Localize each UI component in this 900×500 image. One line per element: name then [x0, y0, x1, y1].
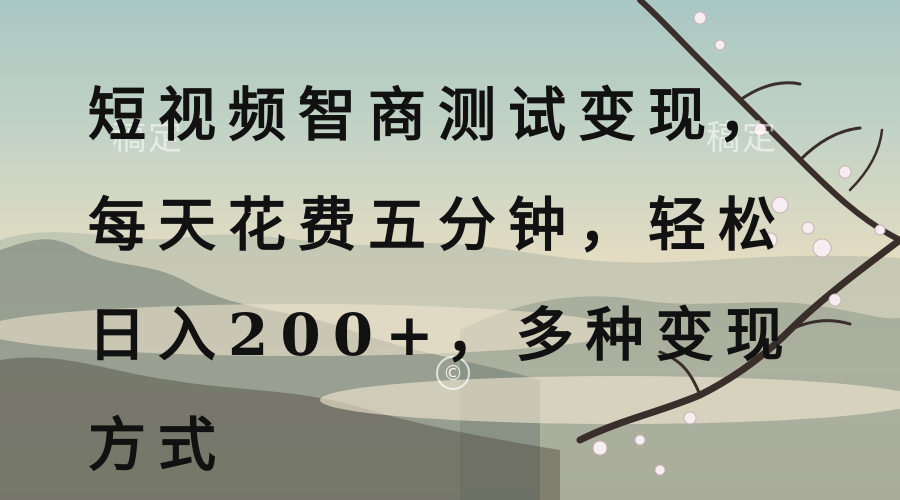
blossom	[634, 434, 646, 446]
mist-band	[0, 304, 620, 356]
blossom	[753, 123, 767, 137]
blossom	[683, 411, 697, 425]
blossom	[812, 238, 832, 258]
blossom	[714, 39, 726, 51]
mist-band	[320, 376, 900, 424]
blossom	[693, 11, 707, 25]
blossom	[828, 293, 842, 307]
blossom	[771, 196, 789, 214]
blossom	[654, 464, 666, 476]
watermark-right: 稿定	[706, 118, 778, 158]
blossom	[838, 165, 852, 179]
plum-blossoms	[592, 11, 886, 476]
plum-twig	[738, 81, 802, 102]
plum-twig	[848, 128, 884, 192]
mid-mountain-left	[0, 239, 540, 500]
plum-twig	[788, 319, 852, 332]
plum-twig	[798, 126, 862, 162]
blossom	[874, 224, 886, 236]
near-mountain	[0, 357, 560, 500]
blossom	[762, 232, 778, 248]
blossom	[801, 221, 815, 235]
headline: 短视频智商测试变现，每天花费五分钟，轻松日入200+，多种变现方式	[88, 81, 796, 479]
plum-branch-main	[637, 0, 900, 243]
copyright-watermark-icon: ©	[436, 356, 470, 390]
watermark-left: 稿定	[112, 118, 184, 158]
blossom	[592, 440, 608, 456]
plum-twig	[658, 350, 702, 397]
plum-branch-lower	[576, 236, 900, 444]
